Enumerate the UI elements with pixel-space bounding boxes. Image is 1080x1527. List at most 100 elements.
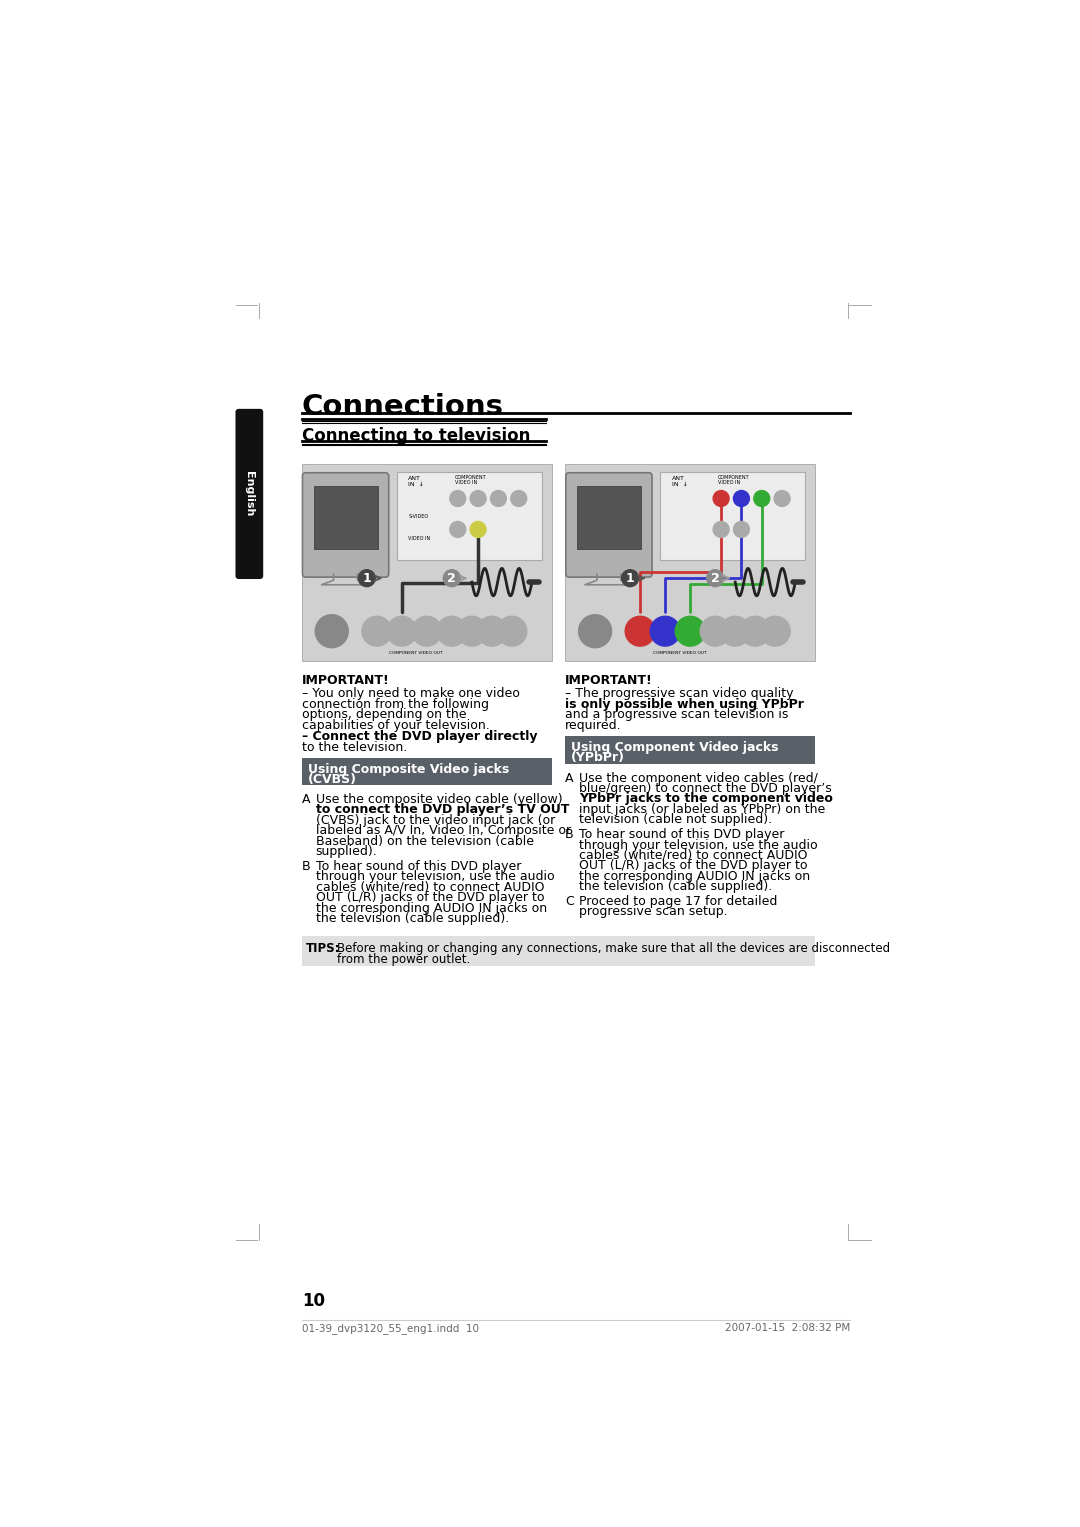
Circle shape xyxy=(362,617,392,646)
Circle shape xyxy=(470,521,486,538)
Text: – You only need to make one video: – You only need to make one video xyxy=(301,687,519,699)
Text: COMPONENT VIDEO OUT: COMPONENT VIDEO OUT xyxy=(389,651,443,655)
Text: ANT: ANT xyxy=(672,476,685,481)
Text: 1: 1 xyxy=(363,571,372,585)
Circle shape xyxy=(650,617,680,646)
Text: through your television, use the audio: through your television, use the audio xyxy=(315,870,554,884)
Text: to connect the DVD player’s TV OUT: to connect the DVD player’s TV OUT xyxy=(315,803,569,817)
Circle shape xyxy=(579,615,611,647)
Text: Connecting to television: Connecting to television xyxy=(301,426,530,444)
Bar xyxy=(301,936,815,965)
Text: through your television, use the audio: through your television, use the audio xyxy=(579,838,818,852)
Circle shape xyxy=(700,617,730,646)
Text: (YPbPr): (YPbPr) xyxy=(571,751,625,765)
Circle shape xyxy=(387,617,417,646)
Circle shape xyxy=(740,617,770,646)
FancyBboxPatch shape xyxy=(302,473,389,577)
Circle shape xyxy=(774,490,789,507)
Text: A: A xyxy=(565,771,573,785)
Text: progressive scan setup.: progressive scan setup. xyxy=(579,906,728,919)
Circle shape xyxy=(315,615,348,647)
Text: the corresponding AUDIO IN jacks on: the corresponding AUDIO IN jacks on xyxy=(579,870,810,883)
Circle shape xyxy=(733,521,750,538)
Text: IN  ↓: IN ↓ xyxy=(672,483,688,487)
Circle shape xyxy=(497,617,527,646)
Circle shape xyxy=(470,490,486,507)
Circle shape xyxy=(411,617,442,646)
Text: television (cable not supplied).: television (cable not supplied). xyxy=(579,812,772,826)
Text: labeled as A/V In, Video In, Composite or: labeled as A/V In, Video In, Composite o… xyxy=(315,825,570,837)
Text: Using Component Video jacks: Using Component Video jacks xyxy=(571,742,779,754)
Text: the television (cable supplied).: the television (cable supplied). xyxy=(579,880,772,893)
Text: – Connect the DVD player directly: – Connect the DVD player directly xyxy=(301,730,537,744)
Text: 10: 10 xyxy=(301,1292,325,1310)
Text: B: B xyxy=(301,860,310,873)
Text: 2007-01-15  2:08:32 PM: 2007-01-15 2:08:32 PM xyxy=(725,1322,850,1333)
Bar xyxy=(313,486,378,550)
Text: To hear sound of this DVD player: To hear sound of this DVD player xyxy=(315,860,521,873)
Text: VIDEO IN: VIDEO IN xyxy=(455,481,477,486)
Bar xyxy=(565,464,815,661)
Text: YPbPr jacks to the component video: YPbPr jacks to the component video xyxy=(579,793,833,805)
Bar xyxy=(396,472,542,560)
FancyBboxPatch shape xyxy=(235,409,264,579)
Text: connection from the following: connection from the following xyxy=(301,698,489,710)
Text: options, depending on the: options, depending on the xyxy=(301,709,467,721)
Circle shape xyxy=(444,570,460,586)
Circle shape xyxy=(449,490,465,507)
Text: TIPS:: TIPS: xyxy=(307,942,341,956)
Circle shape xyxy=(720,617,751,646)
Circle shape xyxy=(754,490,770,507)
Circle shape xyxy=(675,617,705,646)
Circle shape xyxy=(706,570,724,586)
Text: OUT (L/R) jacks of the DVD player to: OUT (L/R) jacks of the DVD player to xyxy=(579,860,808,872)
Bar xyxy=(301,464,552,661)
Text: blue/green) to connect the DVD player’s: blue/green) to connect the DVD player’s xyxy=(579,782,832,796)
Circle shape xyxy=(622,570,638,586)
Text: Proceed to page 17 for detailed: Proceed to page 17 for detailed xyxy=(579,895,778,909)
Text: COMPONENT: COMPONENT xyxy=(718,475,750,479)
Text: – The progressive scan video quality: – The progressive scan video quality xyxy=(565,687,794,699)
FancyBboxPatch shape xyxy=(566,473,652,577)
Bar xyxy=(301,757,552,785)
Circle shape xyxy=(359,570,375,586)
Circle shape xyxy=(449,521,465,538)
Text: To hear sound of this DVD player: To hear sound of this DVD player xyxy=(579,828,784,841)
Text: is only possible when using YPbPr: is only possible when using YPbPr xyxy=(565,698,804,710)
Circle shape xyxy=(760,617,791,646)
Circle shape xyxy=(713,521,729,538)
Text: VIDEO IN: VIDEO IN xyxy=(408,536,431,541)
Text: and a progressive scan television is: and a progressive scan television is xyxy=(565,709,788,721)
Text: COMPONENT VIDEO OUT: COMPONENT VIDEO OUT xyxy=(652,651,706,655)
Text: from the power outlet.: from the power outlet. xyxy=(337,953,471,967)
Text: supplied).: supplied). xyxy=(315,844,377,858)
Text: to the television.: to the television. xyxy=(301,741,407,754)
Text: required.: required. xyxy=(565,719,622,731)
Text: cables (white/red) to connect AUDIO: cables (white/red) to connect AUDIO xyxy=(579,849,808,861)
Text: 1: 1 xyxy=(625,571,634,585)
Text: A: A xyxy=(301,793,310,806)
Text: cables (white/red) to connect AUDIO: cables (white/red) to connect AUDIO xyxy=(315,881,544,893)
Text: IMPORTANT!: IMPORTANT! xyxy=(301,675,390,687)
Text: 01-39_dvp3120_55_eng1.indd  10: 01-39_dvp3120_55_eng1.indd 10 xyxy=(301,1322,478,1333)
Text: Use the component video cables (red/: Use the component video cables (red/ xyxy=(579,771,818,785)
Text: S-VIDEO: S-VIDEO xyxy=(408,515,429,519)
Text: (CVBS) jack to the video input jack (or: (CVBS) jack to the video input jack (or xyxy=(315,814,555,826)
Text: VIDEO IN: VIDEO IN xyxy=(718,481,741,486)
Circle shape xyxy=(437,617,467,646)
Circle shape xyxy=(713,490,729,507)
Bar xyxy=(660,472,806,560)
Text: capabilities of your television.: capabilities of your television. xyxy=(301,719,489,731)
Text: IN  ↓: IN ↓ xyxy=(408,483,424,487)
Text: the television (cable supplied).: the television (cable supplied). xyxy=(315,912,509,925)
Text: 2: 2 xyxy=(711,571,719,585)
Circle shape xyxy=(511,490,527,507)
Circle shape xyxy=(733,490,750,507)
Bar xyxy=(565,736,815,764)
Text: input jacks (or labeled as YPbPr) on the: input jacks (or labeled as YPbPr) on the xyxy=(579,803,825,815)
Text: IMPORTANT!: IMPORTANT! xyxy=(565,675,652,687)
Text: the corresponding AUDIO IN jacks on: the corresponding AUDIO IN jacks on xyxy=(315,901,546,915)
Text: English: English xyxy=(244,472,255,516)
Circle shape xyxy=(477,617,507,646)
Text: Connections: Connections xyxy=(301,392,503,420)
